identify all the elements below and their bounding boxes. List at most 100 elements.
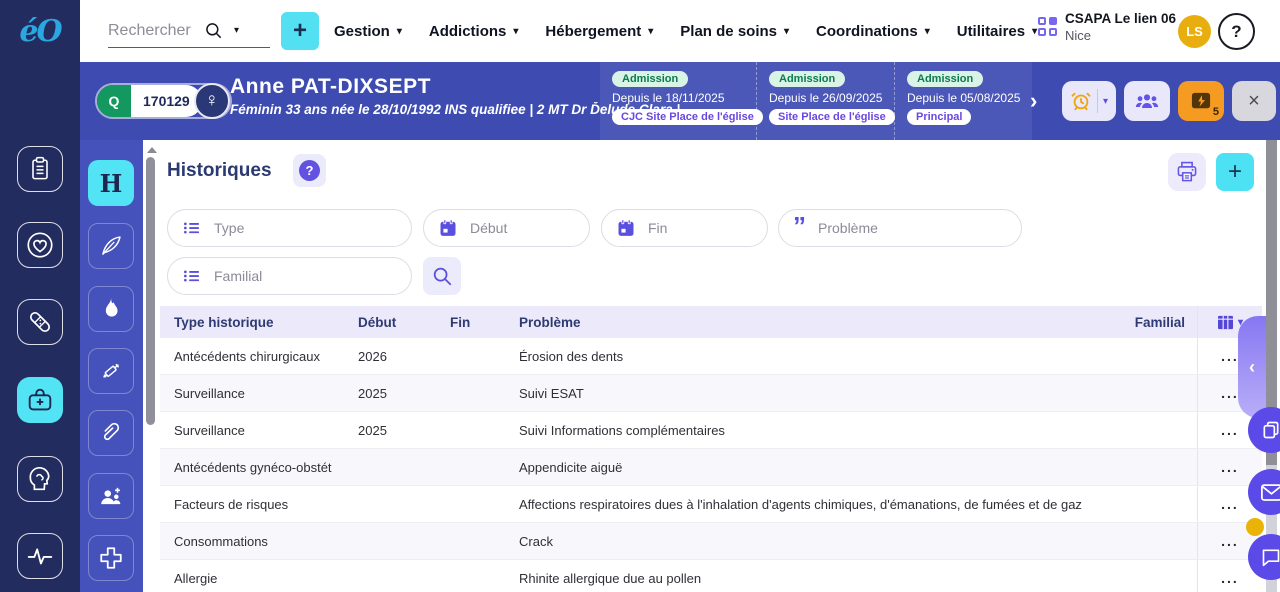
table-body: Antécédents chirurgicaux 2026 Érosion de… [160, 338, 1262, 592]
quick-add-button[interactable]: + [281, 12, 319, 50]
menu-plan-de-soins[interactable]: Plan de soins ▾ [680, 22, 790, 40]
menu-hebergement[interactable]: Hébergement ▾ [545, 22, 654, 40]
tab-injections[interactable] [88, 348, 134, 394]
table-row[interactable]: Allergie Rhinite allergique due au polle… [160, 560, 1262, 592]
filter-fin[interactable]: Fin [601, 209, 768, 247]
tab-attachments[interactable] [88, 410, 134, 456]
row-actions-button[interactable]: ... [1197, 338, 1262, 374]
clipboard-icon [26, 155, 54, 183]
collapse-panel-button[interactable]: ‹ [1238, 316, 1266, 418]
tab-medical[interactable] [88, 535, 134, 581]
caret-down-icon: ▾ [924, 25, 930, 37]
add-history-button[interactable]: + [1216, 153, 1254, 191]
reminders-button[interactable]: ▾ [1062, 81, 1116, 121]
sidebar-item-medical-bag[interactable] [17, 377, 63, 423]
filter-probleme[interactable]: ” Problème [778, 209, 1022, 247]
search-icon[interactable] [204, 21, 224, 41]
sidebar-item-psychology[interactable] [17, 456, 63, 502]
chat-fab[interactable] [1248, 534, 1280, 580]
admission-card[interactable]: Admission Depuis le 26/09/2025 Site Plac… [756, 62, 895, 140]
app-logo[interactable]: éO [19, 13, 62, 49]
cell-type: Antécédents gynéco-obstét [174, 459, 332, 475]
tab-addictions[interactable] [88, 286, 134, 332]
table-row[interactable]: Surveillance 2025 Suivi Informations com… [160, 412, 1262, 449]
menu-addictions[interactable]: Addictions ▾ [428, 22, 519, 40]
cell-probleme: Rhinite allergique due au pollen [519, 570, 702, 586]
admission-site-badge: Site Place de l'église [769, 109, 895, 125]
cell-type: Surveillance [174, 422, 245, 438]
menu-coordinations[interactable]: Coordinations ▾ [816, 22, 930, 40]
table-row[interactable]: Surveillance 2025 Suivi ESAT ... [160, 375, 1262, 412]
tab-entourage[interactable] [88, 473, 134, 519]
row-actions-button[interactable]: ... [1197, 412, 1262, 448]
search-caret-icon[interactable]: ▾ [234, 25, 240, 36]
sidebar-item-bandage[interactable] [17, 299, 63, 345]
medical-cross-icon [98, 545, 124, 571]
page-scrollbar-track[interactable] [1266, 140, 1277, 592]
flame-icon [99, 296, 123, 322]
menu-utilitaires[interactable]: Utilitaires ▾ [956, 22, 1038, 40]
column-settings-button[interactable]: ▾ [1197, 306, 1262, 338]
content-scrollbar-up[interactable] [147, 147, 157, 153]
organization-switcher[interactable]: CSAPA Le lien 06 Nice [1038, 11, 1176, 43]
admissions-next-chevron[interactable]: › [1030, 88, 1038, 113]
admission-site-badge: Principal [907, 109, 972, 125]
group-icon [1134, 91, 1160, 111]
print-button[interactable] [1168, 153, 1206, 191]
topbar: ▾ + Gestion▾ Addictions▾ Hébergement▾ Pl… [80, 0, 1280, 62]
table-row[interactable]: Antécédents gynéco-obstét Appendicite ai… [160, 449, 1262, 486]
user-avatar[interactable]: LS [1178, 15, 1211, 48]
care-team-button[interactable] [1124, 81, 1170, 121]
page-help-button[interactable]: ? [293, 154, 326, 187]
row-actions-button[interactable]: ... [1197, 449, 1262, 485]
global-help-button[interactable]: ? [1218, 13, 1255, 50]
filter-probleme-label: Problème [818, 220, 878, 236]
documents-fab[interactable] [1248, 407, 1280, 453]
cell-probleme: Affections respiratoires dues à l'inhala… [519, 496, 1082, 512]
printer-icon [1175, 160, 1199, 184]
alerts-button[interactable]: 5 [1178, 81, 1224, 121]
sidebar-item-clipboard[interactable] [17, 146, 63, 192]
feather-icon [98, 233, 124, 259]
table-row[interactable]: Consommations Crack ... [160, 523, 1262, 560]
filter-familial[interactable]: Familial [167, 257, 412, 295]
sidebar-item-care[interactable] [17, 222, 63, 268]
filter-debut[interactable]: Début [423, 209, 590, 247]
admission-card[interactable]: Admission Depuis le 05/08/2025 Principal [894, 62, 1032, 140]
sidebar-item-vitals[interactable] [17, 533, 63, 579]
row-actions-button[interactable]: ... [1197, 486, 1262, 522]
tab-notes[interactable] [88, 223, 134, 269]
calendar-icon [616, 218, 636, 238]
row-actions-button[interactable]: ... [1197, 523, 1262, 559]
mail-fab[interactable] [1248, 469, 1280, 515]
quote-icon: ” [793, 211, 806, 241]
filter-type[interactable]: Type [167, 209, 412, 247]
patient-id-pill[interactable]: Q 170129 ♀ [95, 83, 232, 119]
tab-historiques[interactable]: H [88, 160, 134, 206]
menu-gestion[interactable]: Gestion ▾ [334, 22, 402, 40]
header-probleme[interactable]: Problème [519, 314, 581, 330]
close-patient-button[interactable]: × [1232, 81, 1276, 121]
admission-card[interactable]: Admission Depuis le 18/11/2025 CJC Site … [600, 62, 763, 140]
header-type[interactable]: Type historique [174, 314, 274, 330]
envelope-icon [1260, 483, 1280, 501]
row-actions-button[interactable]: ... [1197, 560, 1262, 592]
row-actions-button[interactable]: ... [1197, 375, 1262, 411]
caret-down-icon: ▾ [784, 25, 790, 37]
header-fin[interactable]: Fin [450, 314, 471, 330]
content-scrollbar[interactable] [146, 157, 155, 425]
header-debut[interactable]: Début [358, 314, 397, 330]
header-familial[interactable]: Familial [1134, 314, 1185, 330]
admission-badge: Admission [612, 71, 689, 87]
admission-site-badge: CJC Site Place de l'église [612, 109, 763, 125]
table-row[interactable]: Facteurs de risques Affections respirato… [160, 486, 1262, 523]
apply-filters-button[interactable] [423, 257, 461, 295]
search-field[interactable]: ▾ [108, 14, 270, 48]
medical-bag-icon [25, 385, 55, 415]
page-scrollbar-thumb[interactable] [1266, 140, 1277, 465]
search-input[interactable] [108, 21, 204, 40]
alarm-clock-icon [1070, 90, 1092, 112]
cell-debut: 2026 [358, 348, 387, 364]
table-row[interactable]: Antécédents chirurgicaux 2026 Érosion de… [160, 338, 1262, 375]
history-table: Type historique Début Fin Problème Famil… [160, 306, 1262, 592]
